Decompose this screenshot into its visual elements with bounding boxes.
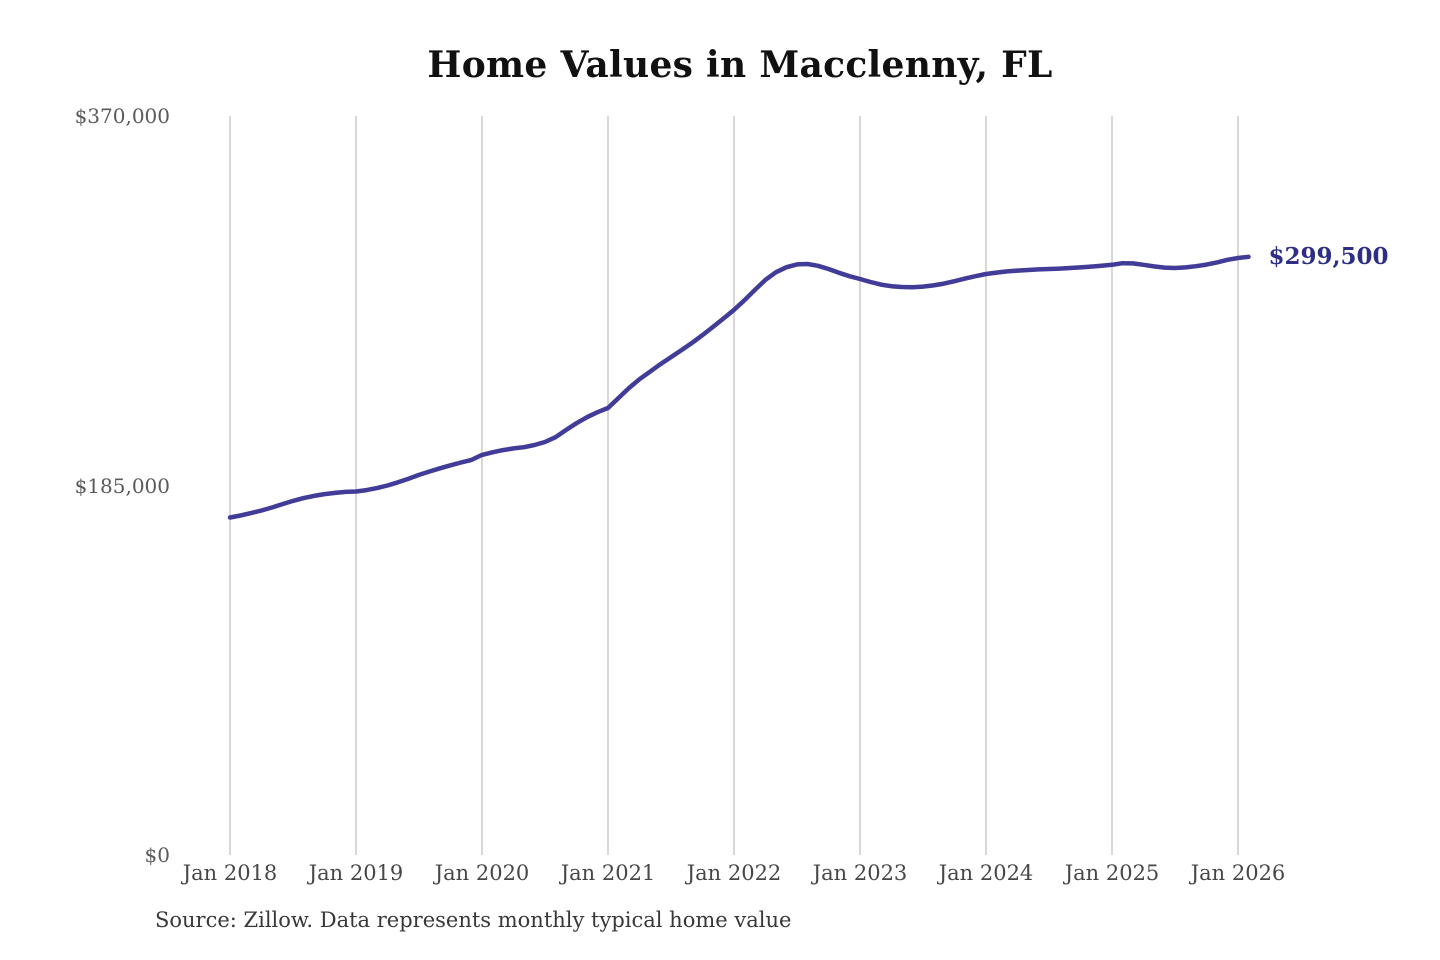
latest-value-label: $299,500 <box>1268 242 1389 270</box>
x-axis-tick-label: Jan 2023 <box>812 861 908 885</box>
home-value-line <box>227 254 1251 520</box>
x-axis-tick-label: Jan 2024 <box>938 861 1034 885</box>
x-axis-tick-label: Jan 2025 <box>1064 861 1160 885</box>
source-note: Source: Zillow. Data represents monthly … <box>155 908 792 932</box>
y-axis-tick-label: $370,000 <box>74 104 170 128</box>
y-axis-tick-label: $185,000 <box>74 473 170 498</box>
x-axis-tick-label: Jan 2019 <box>308 861 404 885</box>
x-axis-tick-label: Jan 2020 <box>434 861 530 885</box>
x-axis-tick-label: Jan 2022 <box>686 861 782 885</box>
x-axis-tick-label: Jan 2021 <box>560 861 656 885</box>
chart-title: Home Values in Macclenny, FL <box>427 44 1053 86</box>
x-axis-tick-label: Jan 2026 <box>1190 861 1286 885</box>
x-axis-tick-label: Jan 2018 <box>182 861 278 885</box>
y-axis-tick-label: $0 <box>144 843 170 867</box>
